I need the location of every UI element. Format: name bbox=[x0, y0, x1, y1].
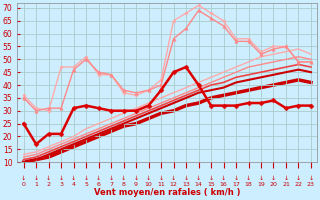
X-axis label: Vent moyen/en rafales ( km/h ): Vent moyen/en rafales ( km/h ) bbox=[94, 188, 241, 197]
